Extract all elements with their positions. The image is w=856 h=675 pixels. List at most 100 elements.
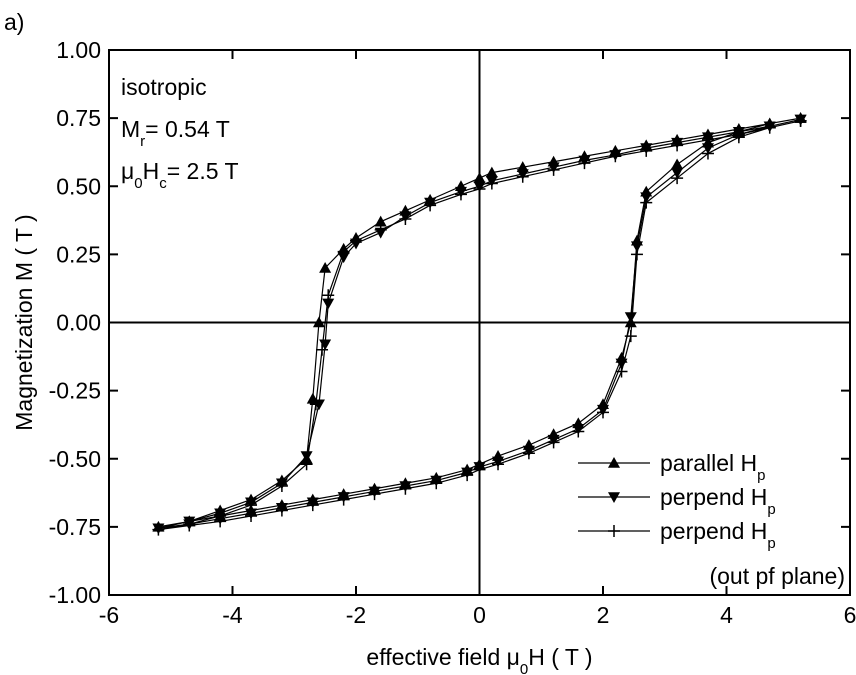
marker xyxy=(608,457,620,468)
annotation-part: r xyxy=(140,133,145,150)
y-axis-title: Magnetization M ( T ) xyxy=(11,214,37,430)
marker xyxy=(630,241,643,253)
marker xyxy=(671,172,684,185)
marker xyxy=(473,182,486,195)
marker xyxy=(671,139,684,152)
annotation-part: = 0.54 T xyxy=(145,116,230,142)
marker xyxy=(763,121,776,134)
marker xyxy=(572,425,585,438)
series-line xyxy=(158,117,801,528)
marker xyxy=(547,163,560,176)
marker xyxy=(473,463,486,476)
legend-label-part: perpend H xyxy=(660,484,767,510)
series-line xyxy=(158,118,801,529)
marker xyxy=(701,133,714,146)
annotation: isotropic xyxy=(121,74,207,100)
marker xyxy=(337,252,350,264)
marker xyxy=(608,492,620,503)
x-tick-label: -2 xyxy=(346,602,366,628)
marker xyxy=(597,406,609,419)
marker xyxy=(275,480,288,492)
y-tick-label: 1.00 xyxy=(56,37,101,63)
legend-label-part: p xyxy=(767,535,775,552)
annotation: μ0Hc= 2.5 T xyxy=(121,158,239,192)
marker xyxy=(615,365,628,378)
marker xyxy=(337,493,350,506)
marker xyxy=(214,515,227,528)
marker xyxy=(522,447,535,460)
y-tick-label: 0.00 xyxy=(56,310,101,336)
marker xyxy=(485,166,498,178)
legend-label-part: perpend H xyxy=(660,518,767,544)
annotation-part: isotropic xyxy=(121,74,207,100)
marker xyxy=(794,114,807,127)
marker xyxy=(312,316,325,328)
x-axis-title: effective field μ0H ( T ) xyxy=(366,644,592,675)
x-tick-label: 0 xyxy=(473,602,486,628)
marker xyxy=(309,398,322,411)
annotation-part: c xyxy=(159,175,167,192)
marker xyxy=(492,458,505,471)
marker xyxy=(608,525,620,537)
marker xyxy=(671,158,684,170)
annotation: Mr= 0.54 T xyxy=(121,116,230,150)
x-tick-label: 2 xyxy=(597,602,610,628)
marker xyxy=(485,177,498,190)
marker xyxy=(640,196,653,209)
annotation-part: M xyxy=(121,116,140,142)
marker xyxy=(319,339,332,351)
x-tick-label: 4 xyxy=(720,602,733,628)
series-line xyxy=(158,120,801,531)
legend-label: parallel Hp xyxy=(660,450,766,484)
x-axis-title-part: effective field μ xyxy=(366,644,519,670)
annotation-part: H xyxy=(143,158,160,184)
y-tick-label: -0.50 xyxy=(49,446,101,472)
marker xyxy=(430,477,443,490)
marker xyxy=(322,289,335,302)
marker xyxy=(374,215,387,227)
y-tick-label: -0.75 xyxy=(49,514,101,540)
legend-label: perpend Hp xyxy=(660,518,776,552)
marker xyxy=(319,262,332,273)
x-tick-label: -4 xyxy=(222,602,243,628)
marker xyxy=(547,436,560,449)
marker xyxy=(337,245,350,258)
marker xyxy=(578,157,591,170)
legend-label: perpend Hp xyxy=(660,484,776,518)
marker xyxy=(461,469,474,482)
marker xyxy=(374,223,387,236)
annotation-part: 0 xyxy=(134,175,142,192)
y-tick-label: -0.25 xyxy=(49,378,101,404)
y-tick-label: 0.25 xyxy=(56,241,101,267)
marker xyxy=(473,172,486,183)
marker xyxy=(630,248,643,261)
marker xyxy=(624,312,637,324)
marker xyxy=(306,499,319,512)
legend-label-part: p xyxy=(757,467,765,484)
marker xyxy=(245,499,258,512)
legend-label-part: parallel H xyxy=(660,450,757,476)
marker xyxy=(245,509,258,522)
marker xyxy=(275,504,288,517)
marker xyxy=(424,199,437,212)
x-tick-label: 6 xyxy=(844,602,856,628)
marker xyxy=(300,458,313,471)
marker xyxy=(399,212,412,225)
annotation-part: = 2.5 T xyxy=(167,158,239,184)
x-axis-title-part: H ( T ) xyxy=(528,644,592,670)
y-tick-label: 0.50 xyxy=(56,173,101,199)
marker xyxy=(316,343,329,356)
marker xyxy=(368,488,381,501)
marker xyxy=(732,131,745,144)
marker xyxy=(399,482,412,495)
legend-note: (out pf plane) xyxy=(709,563,845,589)
marker xyxy=(640,144,653,157)
panel-label: a) xyxy=(4,9,24,35)
marker xyxy=(624,330,637,343)
marker xyxy=(516,170,529,183)
annotation-part: μ xyxy=(121,158,134,184)
x-axis-title-part: 0 xyxy=(520,661,528,675)
marker xyxy=(183,519,196,532)
